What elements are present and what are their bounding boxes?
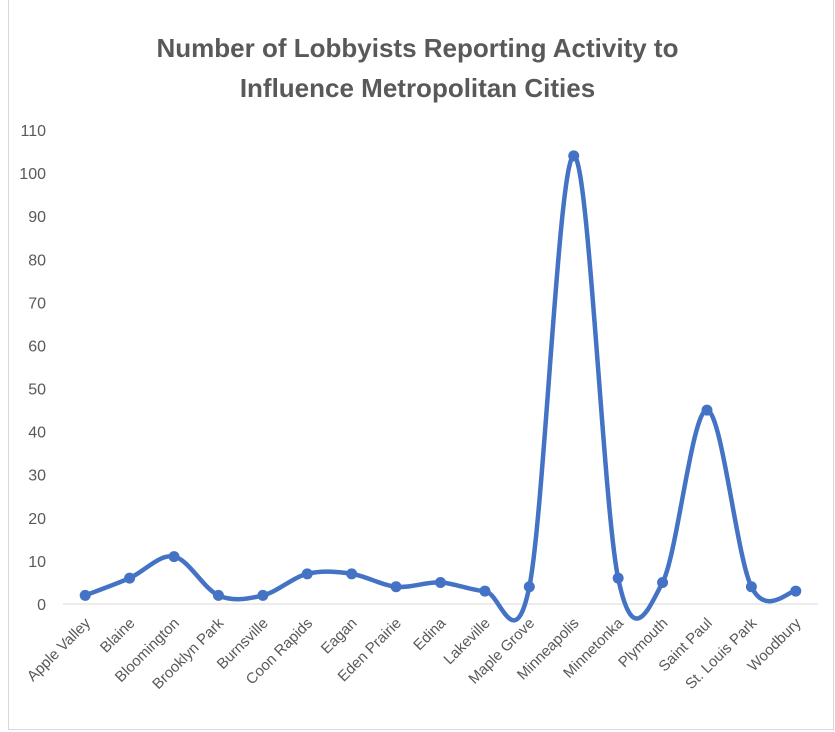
chart-title-line-2: Influence Metropolitan Cities (239, 73, 596, 103)
x-category-label: Apple Valley (24, 614, 95, 685)
data-point-eden-prairie (390, 581, 402, 593)
data-point-plymouth (657, 576, 669, 588)
data-point-lakeville (479, 585, 491, 597)
series-markers (79, 150, 802, 601)
y-tick-label: 0 (37, 597, 46, 614)
data-point-apple-valley (79, 589, 91, 601)
data-point-eagan (346, 568, 358, 580)
data-point-blaine (124, 572, 136, 584)
y-tick-label: 20 (28, 511, 46, 528)
data-point-st-louis-park (745, 581, 757, 593)
y-tick-label: 30 (28, 468, 46, 485)
y-tick-label: 10 (28, 554, 46, 571)
y-tick-label: 50 (28, 382, 46, 399)
x-category-label: Edina (410, 614, 450, 654)
data-point-maple-grove (523, 581, 535, 593)
y-tick-label: 100 (19, 166, 46, 183)
data-point-minneapolis (568, 150, 580, 162)
data-point-coon-rapids (301, 568, 313, 580)
chart-frame (8, 0, 834, 730)
y-tick-label: 110 (20, 123, 46, 140)
data-point-edina (435, 576, 446, 588)
y-tick-label: 70 (28, 295, 46, 312)
series-line (82, 153, 799, 623)
chart-title-line-1: Number of Lobbyists Reporting Activity t… (156, 33, 679, 63)
data-point-bloomington (168, 551, 180, 563)
data-point-woodbury (790, 585, 802, 597)
data-point-brooklyn-park (212, 589, 224, 601)
data-point-minnetonka (612, 572, 624, 584)
x-category-label: Blaine (97, 615, 139, 657)
y-tick-label: 40 (28, 425, 46, 442)
y-tick-label: 90 (28, 209, 46, 226)
data-point-burnsville (257, 589, 269, 601)
data-point-saint-paul (701, 404, 713, 416)
y-tick-label: 60 (28, 338, 46, 355)
x-category-label: Eagan (318, 615, 361, 658)
chart-title: Number of Lobbyists Reporting Activity t… (0, 28, 835, 108)
y-axis-ticks: 0 10 20 30 40 50 60 70 80 90 100 110 (19, 123, 46, 614)
y-tick-label: 80 (28, 252, 46, 269)
